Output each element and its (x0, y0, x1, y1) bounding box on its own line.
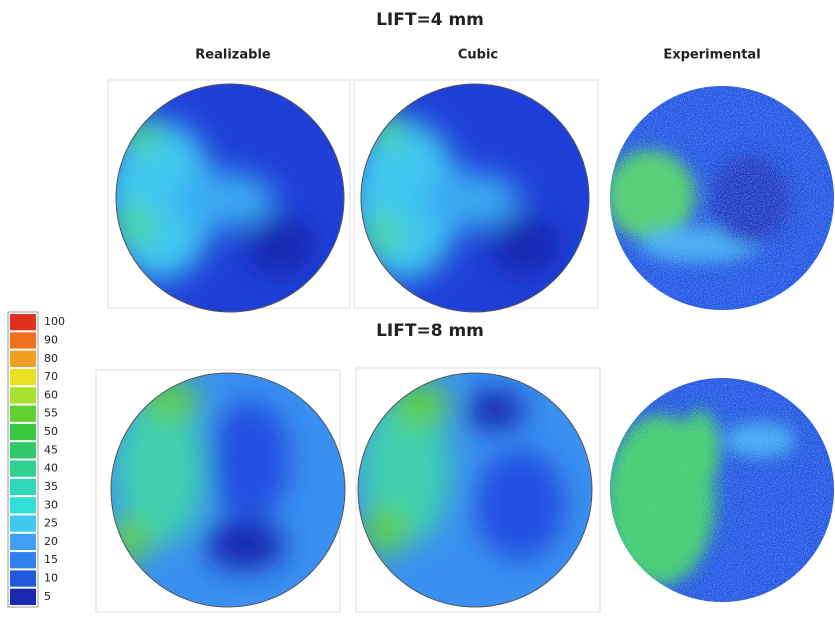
title: LIFT=8 mm (376, 321, 484, 341)
level-label: 15 (44, 553, 58, 566)
image-experimental-8 (605, 370, 835, 610)
column-label: Realizable (195, 48, 271, 63)
swatch (10, 497, 36, 513)
level-label: 40 (44, 462, 58, 475)
contour-cubic-4 (350, 80, 595, 320)
level-label: 25 (44, 517, 58, 530)
colorbar: 100 90 80 70 60 55 50 45 40 35 30 25 20 15 10 5 (8, 312, 65, 607)
level-label: 50 (44, 425, 58, 438)
level-label: 70 (44, 370, 58, 383)
swatch (10, 461, 36, 477)
column-label: Cubic (458, 48, 498, 63)
swatch (10, 570, 36, 586)
swatch (10, 424, 36, 440)
image-experimental-4 (605, 80, 835, 320)
swatch (10, 534, 36, 550)
swatch (10, 406, 36, 422)
swatch (10, 479, 36, 495)
level-label: 10 (44, 572, 58, 585)
swatch (10, 589, 36, 605)
column-label: Experimental (663, 48, 760, 63)
level-label: 90 (44, 333, 58, 346)
swatch (10, 552, 36, 568)
swatch (10, 442, 36, 458)
swatch (10, 515, 36, 531)
level-label: 100 (44, 315, 65, 328)
level-label: 20 (44, 535, 58, 548)
swatch (10, 369, 36, 385)
contour-realizable-4 (105, 80, 350, 320)
level-label: 5 (44, 590, 51, 603)
title: LIFT=4 mm (376, 10, 484, 30)
swatch (10, 387, 36, 403)
level-label: 60 (44, 388, 58, 401)
level-label: 55 (44, 407, 58, 420)
level-label: 35 (44, 480, 58, 493)
figure: LIFT=4 mm LIFT=8 mm Realizable Cubic Exp… (0, 0, 835, 614)
level-label: 45 (44, 443, 58, 456)
contour-cubic-8 (355, 370, 595, 610)
swatch (10, 314, 36, 330)
swatch (10, 351, 36, 367)
swatch (10, 332, 36, 348)
level-label: 30 (44, 498, 58, 511)
level-label: 80 (44, 352, 58, 365)
